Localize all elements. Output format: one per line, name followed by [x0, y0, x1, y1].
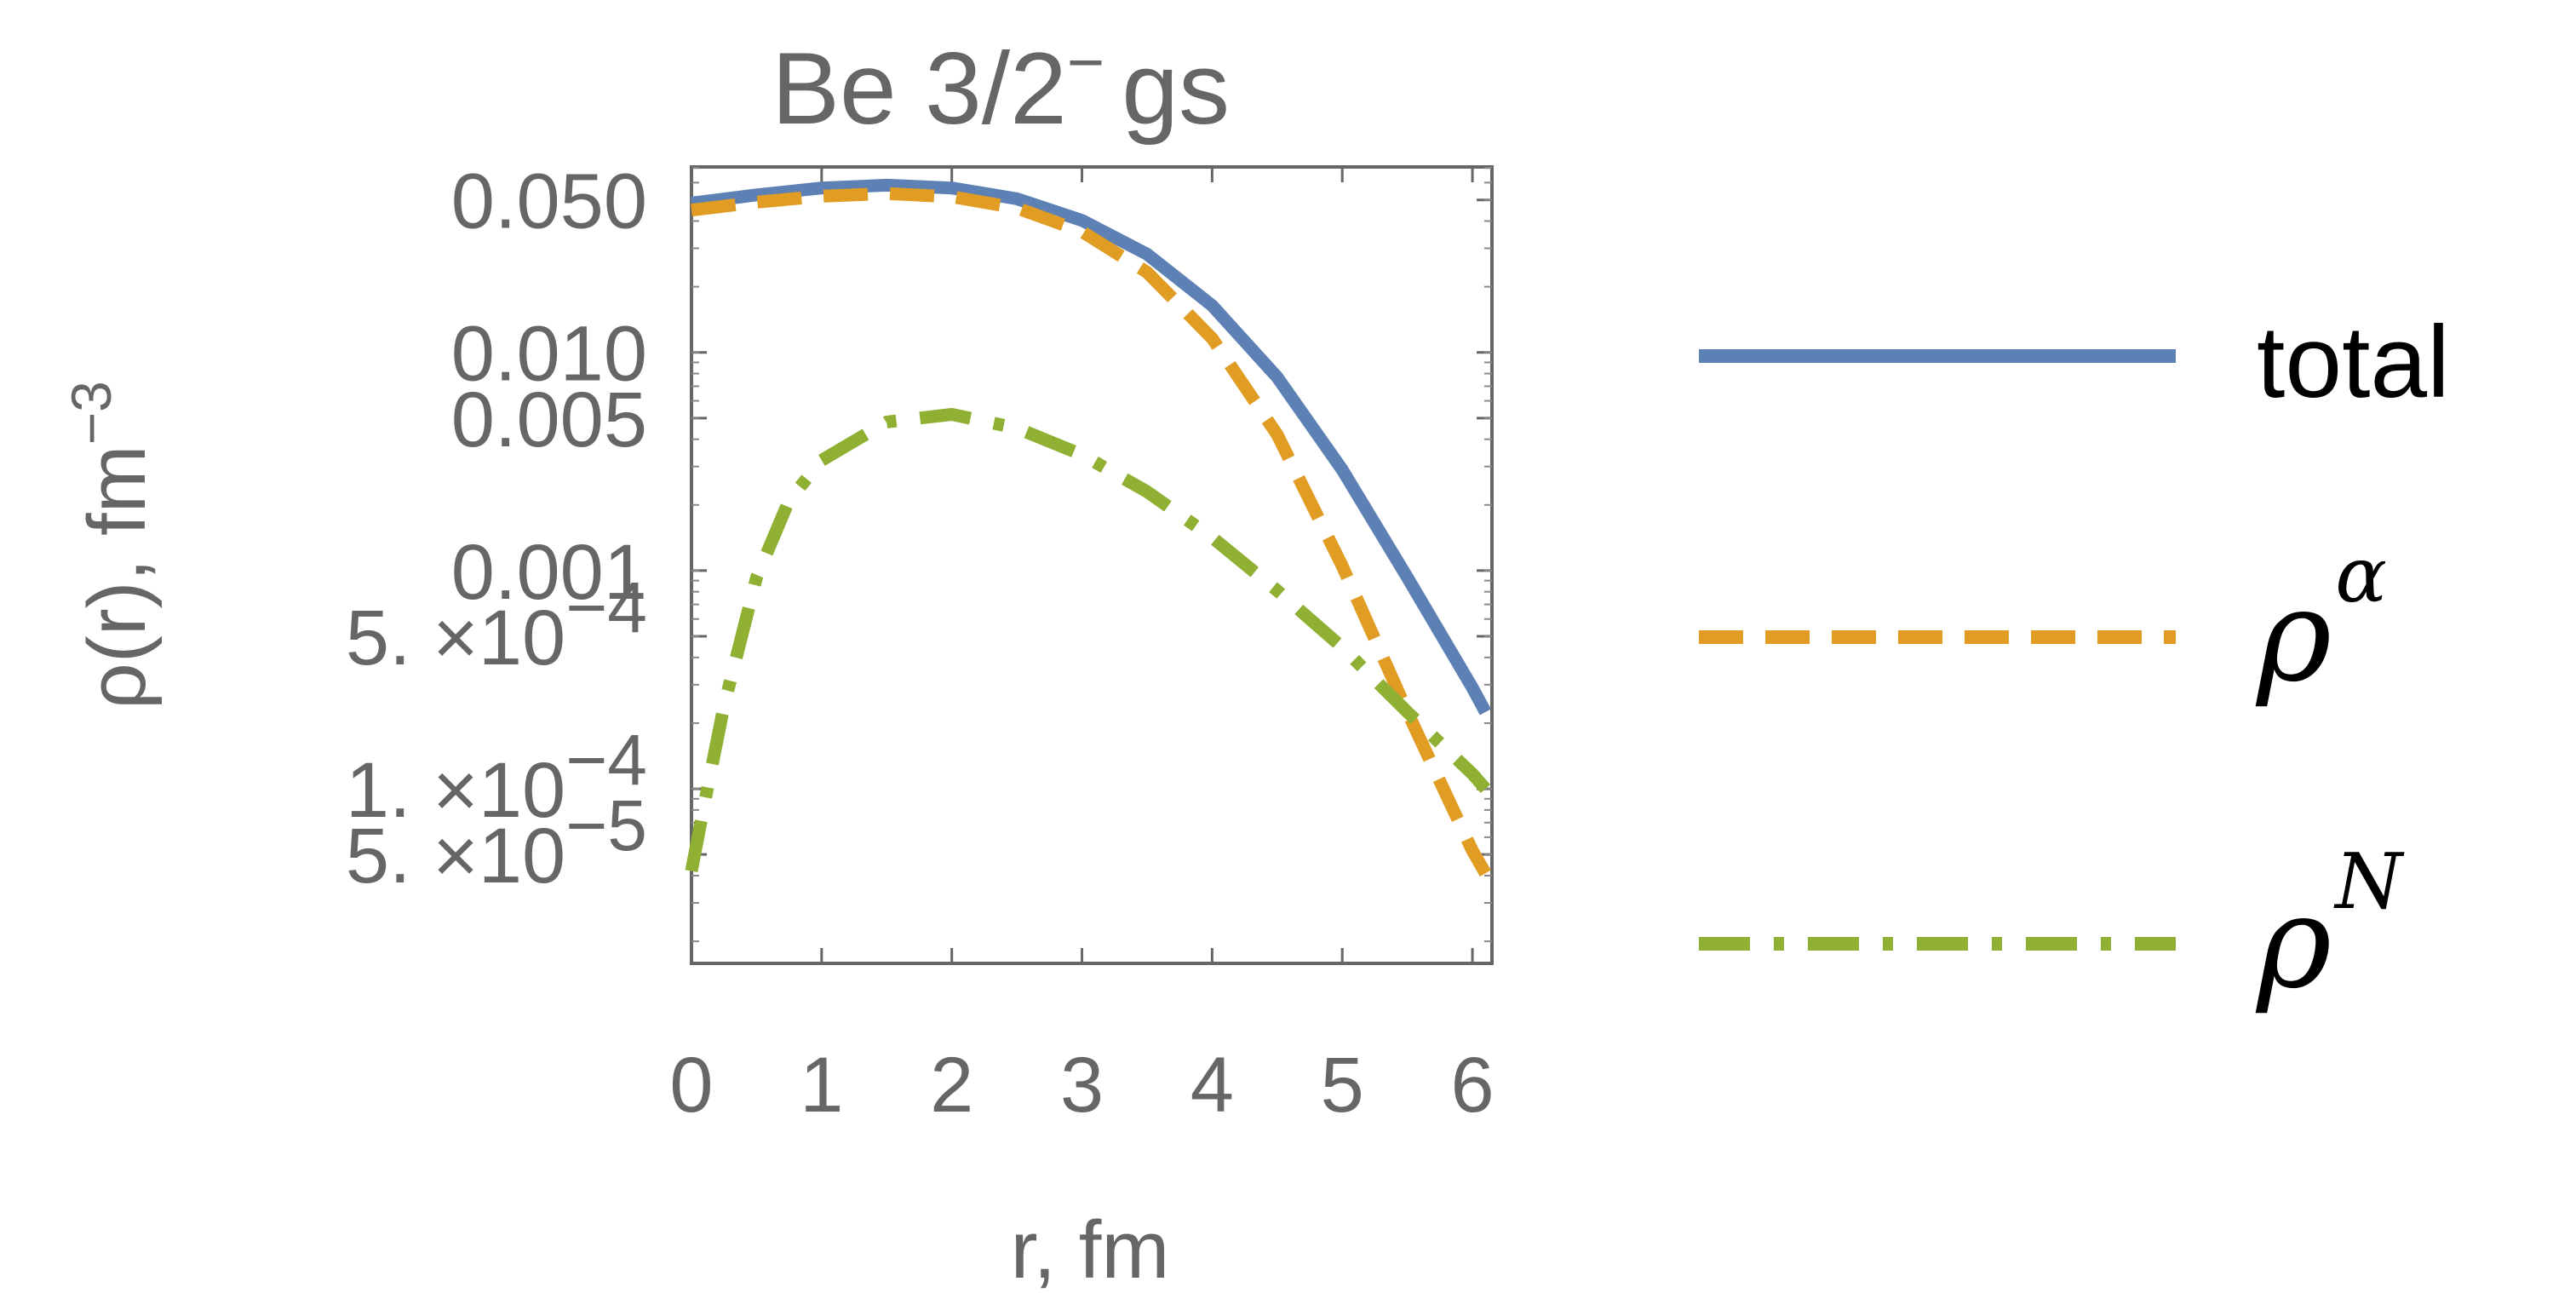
x-tick-label: 2 [930, 1042, 973, 1129]
y-tick-label: 0.005 [451, 376, 647, 463]
x-tick-label: 1 [800, 1042, 843, 1129]
svg-text:ρ(r), fm−3: ρ(r), fm−3 [60, 381, 163, 710]
series-rho-alpha-line [691, 187, 1491, 877]
series-rho-n-line [685, 408, 1491, 873]
y-axis-label: ρ(r), fm−3 [60, 381, 163, 710]
x-axis-label: r, fm [1011, 1204, 1170, 1293]
series-layer [685, 178, 1491, 877]
chart-title: Be 3/2− gs [772, 26, 1230, 146]
series-total-line [691, 178, 1491, 715]
y-tick-label: 5. ×10−4 [346, 567, 647, 681]
x-tick-label: 0 [669, 1042, 713, 1129]
y-tick-label: 0.001 [451, 529, 647, 616]
legend-label-rho-alpha: ρα [2255, 531, 2387, 710]
y-tick-label: 0.050 [451, 158, 647, 245]
plot-frame [690, 165, 1494, 965]
y-tick-label: 5. ×10−5 [346, 785, 647, 899]
legend: total ρα ρN [1699, 305, 2450, 1017]
x-tick-label: 6 [1450, 1042, 1494, 1129]
y-tick-label: 1. ×10−4 [346, 720, 647, 834]
legend-label-total: total [2257, 305, 2450, 419]
x-tick-label: 3 [1060, 1042, 1104, 1129]
x-tick-label: 4 [1190, 1042, 1234, 1129]
x-tick-label: 5 [1321, 1042, 1364, 1129]
legend-label-rho-n: ρN [2255, 837, 2405, 1017]
y-tick-label: 0.010 [451, 311, 647, 398]
